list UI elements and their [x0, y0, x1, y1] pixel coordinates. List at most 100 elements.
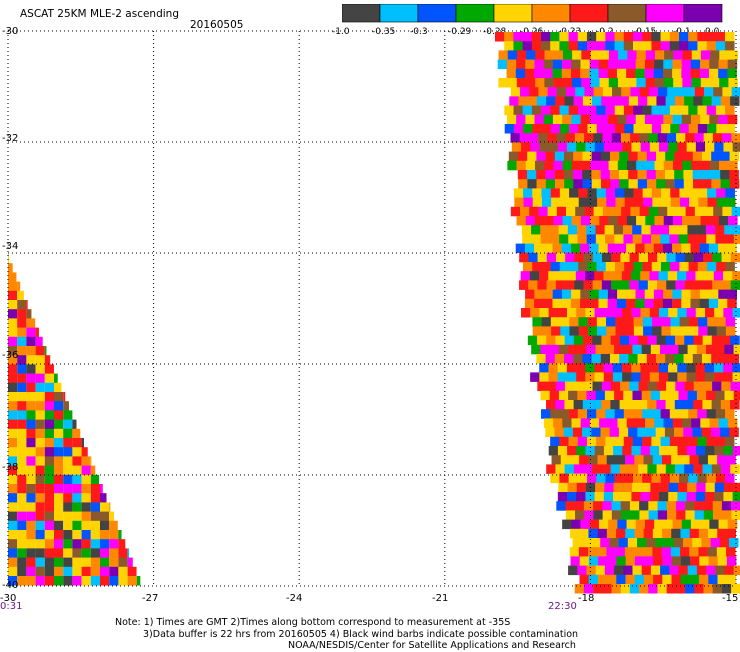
swath-cell: [672, 418, 683, 428]
swath-cell: [615, 547, 626, 557]
swath-cell: [709, 216, 720, 226]
swath-cell: [26, 382, 36, 393]
swath-cell: [672, 59, 682, 70]
swath-cell: [562, 50, 573, 60]
swath-cell: [564, 464, 575, 474]
swath-cell: [100, 576, 110, 586]
swath-cell: [686, 363, 696, 373]
swath-cell: [63, 447, 73, 457]
colorbar-swatch: [683, 3, 723, 23]
swath-cell: [624, 326, 635, 336]
swath-cell: [707, 547, 718, 557]
swath-cell: [566, 308, 577, 318]
swath-cell: [680, 556, 691, 566]
swath-cell: [649, 308, 660, 318]
swath-cell: [620, 280, 630, 290]
swath-cell: [580, 418, 591, 428]
swath-cell: [683, 538, 693, 548]
swath-cell: [706, 473, 717, 484]
swath-cell: [705, 482, 716, 493]
swath-cell: [675, 501, 686, 511]
swath-cell: [548, 363, 558, 373]
swath-cell: [631, 482, 642, 493]
swath-cell: [109, 548, 119, 558]
swath-cell: [700, 216, 711, 226]
swath-cell: [673, 538, 684, 548]
swath-cell: [546, 400, 556, 410]
swath-cell: [699, 289, 710, 300]
swath-cell: [127, 576, 137, 586]
swath-cell: [17, 438, 27, 448]
swath-cell: [635, 298, 645, 309]
swath-cell: [44, 438, 54, 448]
swath-cell: [543, 59, 554, 70]
swath-cell: [664, 538, 675, 548]
swath-cell: [17, 419, 27, 430]
swath-cell: [100, 539, 110, 549]
swath-cell: [531, 41, 542, 51]
swath-cell: [599, 50, 610, 60]
colorbar: [341, 3, 724, 28]
swath-cell: [690, 298, 700, 309]
swath-cell: [689, 528, 700, 539]
swath-cell: [665, 179, 675, 189]
swath-cell: [515, 243, 526, 254]
swath-cell: [651, 262, 662, 272]
swath-cell: [8, 392, 18, 402]
swath-cell: [573, 170, 583, 180]
swath-cell: [689, 455, 700, 465]
swath-cell: [44, 520, 54, 531]
swath-cell: [8, 548, 18, 558]
swath-cell: [35, 327, 39, 338]
swath-cell: [44, 392, 54, 402]
swath-cell: [670, 547, 681, 557]
swath-cell: [588, 547, 598, 557]
swath-cell: [538, 206, 548, 217]
swath-cell: [729, 170, 739, 180]
swath-cell: [81, 456, 91, 466]
swath-cell: [632, 565, 642, 576]
swath-cell: [8, 263, 13, 273]
swath-cell: [678, 436, 689, 447]
swath-cell: [636, 216, 646, 226]
swath-cell: [551, 326, 561, 336]
swath-cell: [562, 519, 572, 530]
swath-cell: [576, 308, 586, 318]
swath-cell: [568, 409, 579, 419]
swath-cell: [697, 188, 708, 198]
swath-cell: [35, 392, 45, 402]
swath-cell: [26, 309, 32, 319]
swath-cell: [635, 418, 646, 428]
swath-cell: [109, 557, 119, 568]
swath-cell: [617, 418, 628, 428]
swath-cell: [590, 216, 600, 226]
swath-cell: [54, 428, 64, 439]
swath-cell: [724, 565, 734, 576]
swath-cell: [8, 474, 18, 485]
swath-cell: [715, 409, 726, 419]
swath-cell: [698, 547, 708, 557]
swath-cell: [90, 576, 100, 586]
swath-cell: [63, 502, 73, 512]
swath-cell: [587, 41, 597, 51]
map-date: 20160505: [190, 19, 244, 31]
swath-cell: [583, 464, 593, 474]
swath-cell: [604, 482, 614, 493]
swath-cell: [681, 298, 691, 309]
swath-cell: [599, 418, 609, 428]
swath-cell: [614, 105, 625, 116]
swath-cell: [608, 114, 618, 125]
swath-cell: [100, 484, 103, 494]
swath-cell: [634, 528, 644, 539]
swath-cell: [635, 289, 646, 300]
swath-cell: [642, 32, 652, 42]
swath-cell: [602, 584, 612, 594]
swath-cell: [652, 326, 662, 336]
swath-cell: [714, 482, 725, 493]
colorbar-label: -0.3: [410, 27, 428, 37]
swath-cell: [90, 484, 100, 494]
swath-cell: [568, 344, 578, 355]
swath-cell: [661, 197, 672, 208]
swath-cell: [727, 243, 737, 254]
swath-cell: [638, 280, 649, 290]
